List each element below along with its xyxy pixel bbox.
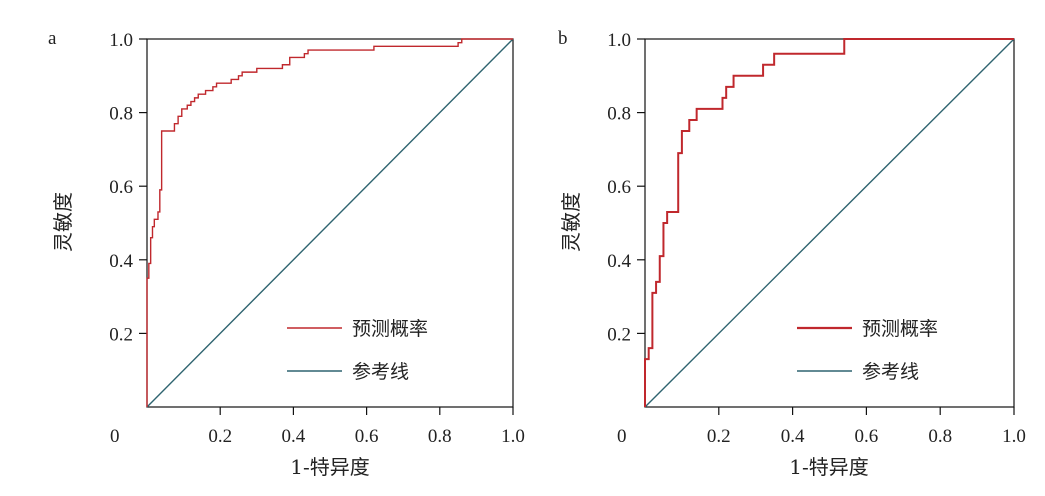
panel-b-x-axis-title: 1-特异度: [789, 455, 868, 479]
panel-a-legend-label-reference: 参考线: [352, 361, 409, 383]
panel-a-y-tick-label-3: 0.8: [109, 104, 133, 125]
panel-a-legend: 预测概率 参考线: [287, 318, 428, 383]
panel-b-legend-label-predicted: 预测概率: [862, 318, 938, 340]
panel-a-x-tick-label-1: 0.4: [282, 426, 306, 447]
panel-b-y-tick-label-1: 0.4: [607, 251, 631, 272]
panel-a-y-tick-label-0: 0.2: [109, 324, 133, 345]
panel-a-y-tick-label-4: 1.0: [109, 30, 133, 51]
panel-b-x-tick-label-1: 0.4: [781, 426, 805, 447]
panel-a-x-tick-label-0: 0.2: [208, 426, 232, 447]
panel-a-label: a: [48, 28, 57, 49]
panel-a-y-tick-label-2: 0.6: [109, 177, 133, 198]
panel-b-origin-label: 0: [617, 426, 627, 447]
panel-b-label: b: [558, 28, 568, 49]
panel-b-plot-frame: [644, 38, 1015, 408]
panel-a-y-axis-title: 灵敏度: [51, 192, 75, 252]
panel-a-x-tick-label-4: 1.0: [501, 426, 525, 447]
panel-a-x-tick-label-3: 0.8: [428, 426, 452, 447]
panel-b-x-tick-label-3: 0.8: [928, 426, 952, 447]
panel-b-legend: 预测概率 参考线: [797, 318, 938, 383]
panel-b-legend-label-reference: 参考线: [862, 361, 919, 383]
panel-b-series-reference-line: [644, 38, 1015, 408]
panel-a-series-roc-curve: [146, 38, 513, 407]
panel-a: a 0 灵敏度 1-特异度 0.2 0.4 0.6 0.8 1.0 0.2 0.4 0.6 0.…: [48, 28, 525, 479]
panel-b-y-tick-label-4: 1.0: [607, 30, 631, 51]
panel-a-y-tick-label-1: 0.4: [109, 251, 133, 272]
panel-b-y-tick-label-0: 0.2: [607, 324, 631, 345]
panel-a-plot-frame: [146, 38, 514, 408]
panel-b-y-tick-label-3: 0.8: [607, 104, 631, 125]
panel-b-y-axis-title: 灵敏度: [559, 192, 583, 252]
panel-a-series-reference-line: [146, 38, 514, 408]
panel-b: b 0 灵敏度 1-特异度 0.2 0.4 0.6 0.8 1.0 0.2 0.4 0.6 0.…: [558, 28, 1026, 479]
panel-b-y-tick-label-2: 0.6: [607, 177, 631, 198]
panel-b-x-tick-label-0: 0.2: [707, 426, 731, 447]
panel-a-origin-label: 0: [110, 426, 120, 447]
panel-b-x-tick-label-4: 1.0: [1002, 426, 1026, 447]
panel-b-x-tick-label-2: 0.6: [855, 426, 879, 447]
panel-a-legend-label-predicted: 预测概率: [352, 318, 428, 340]
panel-a-x-axis-title: 1-特异度: [290, 455, 369, 479]
panel-b-series-roc-curve: [644, 38, 1014, 407]
panel-a-x-tick-label-2: 0.6: [355, 426, 379, 447]
